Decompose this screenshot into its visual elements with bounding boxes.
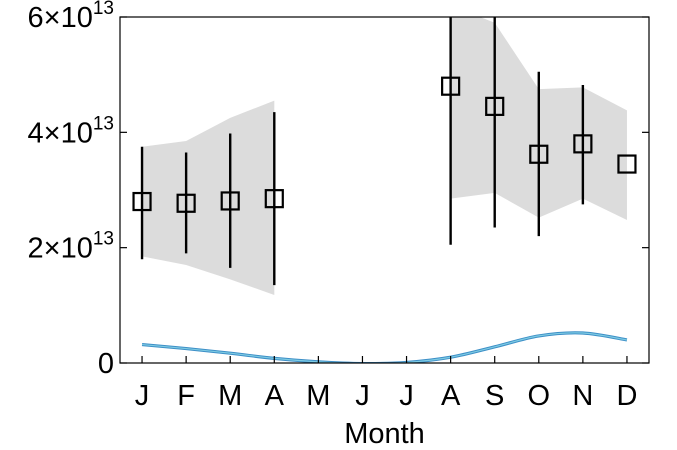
data-point-marker — [573, 134, 593, 154]
x-tick-label: A — [441, 380, 461, 412]
error-bar-layer — [140, 17, 585, 286]
y-tick-label: 0 — [98, 348, 114, 380]
y-tick-mantissa: 6×10 — [28, 2, 93, 34]
y-tick-mantissa: 0 — [98, 348, 114, 380]
y-tick-exponent: 13 — [93, 229, 114, 250]
x-tick-label: A — [265, 380, 285, 412]
x-tick-label: J — [355, 380, 370, 412]
x-tick-label: D — [616, 380, 637, 412]
marker-layer — [132, 76, 637, 213]
y-tick-label: 2×1013 — [28, 229, 114, 265]
y-tick-mantissa: 4×10 — [28, 117, 93, 149]
x-tick-label: N — [572, 380, 593, 412]
x-tick-label: M — [306, 380, 330, 412]
y-tick-mantissa: 2×10 — [28, 233, 93, 265]
data-point-marker — [529, 144, 549, 164]
shaded-band-0 — [142, 100, 275, 295]
y-tick-exponent: 13 — [93, 113, 114, 134]
data-point-marker — [485, 96, 505, 116]
x-tick-label: M — [218, 380, 242, 412]
y-tick-label: 6×1013 — [28, 0, 114, 34]
plot-frame — [119, 16, 650, 364]
x-tick-label: S — [485, 380, 504, 412]
data-point-marker — [220, 191, 240, 211]
x-tick-label: O — [528, 380, 551, 412]
model-line-layer — [141, 331, 628, 363]
data-point-marker — [176, 193, 196, 213]
data-point-marker — [264, 189, 284, 209]
model-line — [141, 331, 628, 363]
x-axis-title: Month — [344, 418, 425, 450]
data-point-marker — [441, 76, 461, 96]
shaded-band-layer — [142, 17, 627, 295]
data-point-marker — [132, 191, 152, 212]
y-tick-label: 4×1013 — [28, 113, 114, 149]
model-line-highlight — [141, 332, 628, 363]
y-tick-exponent: 13 — [93, 0, 114, 19]
x-tick-label: J — [135, 380, 150, 412]
data-point-marker — [617, 154, 637, 174]
x-tick-label: F — [177, 380, 195, 412]
x-tick-label: J — [399, 380, 414, 412]
